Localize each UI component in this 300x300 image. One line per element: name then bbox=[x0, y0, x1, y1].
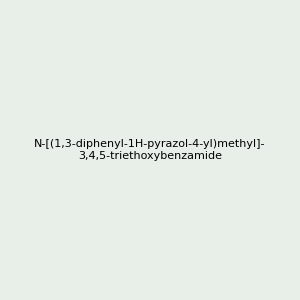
Text: N-[(1,3-diphenyl-1H-pyrazol-4-yl)methyl]-
3,4,5-triethoxybenzamide: N-[(1,3-diphenyl-1H-pyrazol-4-yl)methyl]… bbox=[34, 139, 266, 161]
